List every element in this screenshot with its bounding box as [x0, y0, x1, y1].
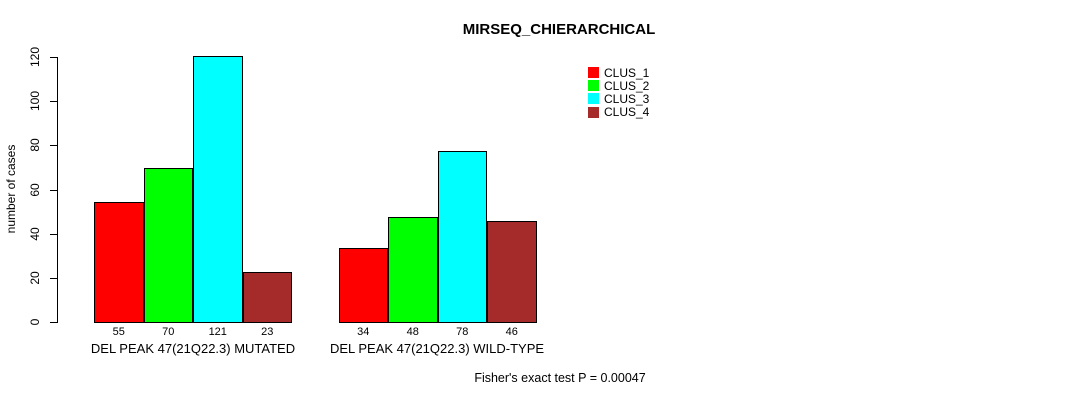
group-label-wild-type: DEL PEAK 47(21Q22.3) WILD-TYPE [329, 341, 545, 356]
legend-item-label: CLUS_4 [604, 105, 650, 120]
group-label-mutated: DEL PEAK 47(21Q22.3) MUTATED [90, 341, 296, 356]
legend: CLUS_1 CLUS_2 CLUS_3 CLUS_4 [588, 66, 649, 119]
legend-item-clus_1: CLUS_1 [588, 66, 649, 79]
bar-clus_3-group1 [193, 55, 243, 323]
y-axis-label: number of cases [4, 144, 18, 234]
legend-item-label: CLUS_3 [604, 91, 650, 106]
legend-item-clus_4: CLUS_4 [588, 106, 649, 119]
bar-value-label: 23 [261, 326, 274, 338]
bar-value-label: 121 [208, 326, 227, 338]
legend-item-clus_2: CLUS_2 [588, 79, 649, 92]
y-tick-mark [50, 145, 57, 147]
bar-clus_3-group2 [437, 150, 487, 323]
fisher-test-annotation: Fisher's exact test P = 0.00047 [474, 371, 646, 385]
bar-clus_4-group1 [242, 272, 292, 323]
y-tick-mark [50, 233, 57, 235]
y-tick-mark [50, 57, 57, 58]
y-axis-line [57, 57, 58, 323]
legend-item-clus_3: CLUS_3 [588, 92, 649, 105]
bar-clus_2-group2 [388, 217, 438, 323]
legend-swatch-icon [588, 67, 599, 79]
y-tick-label: 40 [28, 226, 42, 241]
y-tick-mark [50, 322, 57, 323]
bar-value-label: 34 [357, 326, 370, 338]
bar-value-label: 55 [112, 326, 125, 338]
y-tick-label: 60 [28, 182, 42, 197]
bar-clus_2-group1 [143, 168, 193, 323]
legend-swatch-icon [588, 106, 599, 118]
legend-swatch-icon [588, 80, 599, 92]
y-tick-label: 0 [28, 318, 42, 326]
y-tick-label: 120 [28, 46, 42, 68]
y-tick-label: 100 [28, 91, 42, 112]
bar-clus_4-group2 [487, 221, 537, 323]
bar-value-label: 78 [456, 326, 469, 338]
bar-clus_1-group2 [338, 247, 388, 323]
y-tick-mark [50, 101, 57, 103]
y-tick-mark [50, 189, 57, 191]
y-tick-mark [50, 277, 57, 279]
chart-title: MIRSEQ_CHIERARCHICAL [462, 21, 656, 38]
y-tick-label: 80 [28, 138, 42, 153]
y-tick-label: 20 [28, 271, 42, 285]
bar-clus_1-group1 [94, 201, 144, 323]
bar-value-label: 70 [162, 326, 175, 338]
legend-item-label: CLUS_2 [604, 78, 650, 93]
legend-swatch-icon [588, 93, 599, 105]
bar-value-label: 46 [505, 326, 518, 338]
legend-item-label: CLUS_1 [604, 65, 650, 80]
bar-value-label: 48 [406, 326, 419, 338]
